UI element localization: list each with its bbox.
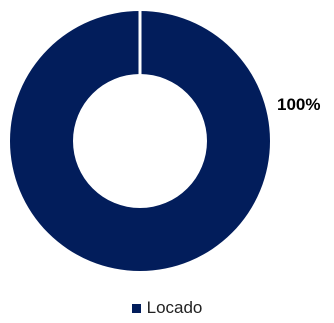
data-label-locado: 100% bbox=[277, 95, 320, 114]
legend: Locado bbox=[0, 298, 334, 318]
legend-swatch-locado bbox=[131, 303, 141, 313]
slice-locado bbox=[10, 11, 270, 271]
slices-group bbox=[10, 10, 270, 271]
legend-label-locado: Locado bbox=[146, 298, 203, 317]
